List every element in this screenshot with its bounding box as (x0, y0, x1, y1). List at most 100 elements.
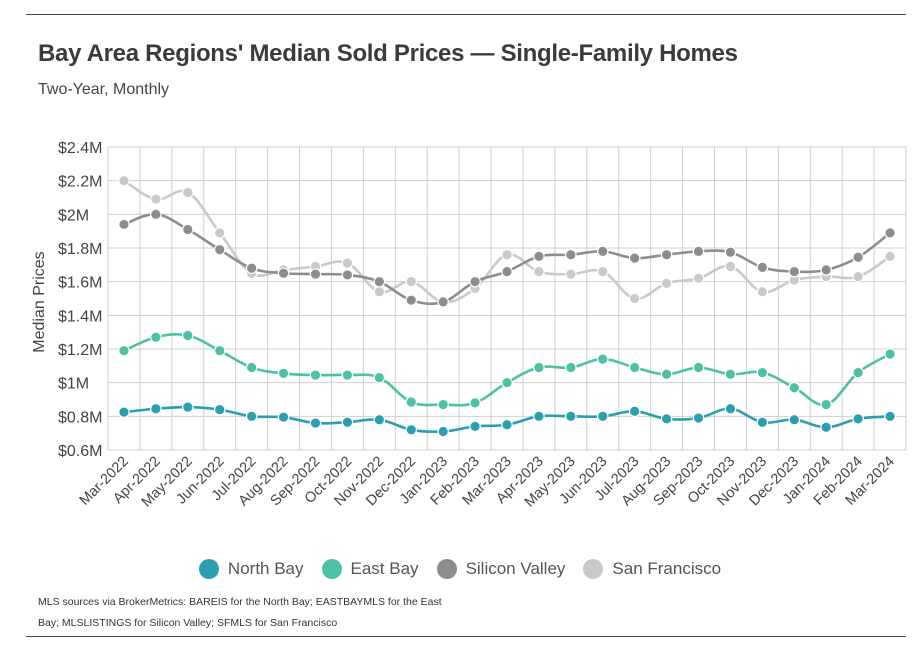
y-tick-label: $1.8M (58, 241, 102, 258)
legend-swatch (436, 559, 457, 579)
data-point-silicon-valley (692, 245, 705, 258)
data-point-san-francisco (341, 257, 354, 269)
data-point-east-bay (533, 361, 545, 374)
series (118, 174, 896, 438)
legend-label: Silicon Valley (465, 559, 566, 578)
data-point-east-bay (373, 371, 386, 384)
data-point-east-bay (118, 344, 130, 357)
series-east-bay (118, 329, 896, 411)
data-point-silicon-valley (213, 243, 226, 256)
data-point-silicon-valley (501, 265, 513, 278)
data-point-east-bay (341, 369, 354, 381)
data-point-east-bay (788, 381, 801, 394)
data-point-san-francisco (692, 272, 705, 285)
x-axis-ticks: Mar-2022Apr-2022May-2022Jun-2022Jul-2022… (77, 454, 898, 511)
bottom-rule (26, 636, 906, 637)
data-point-san-francisco (884, 250, 896, 263)
data-point-north-bay (150, 402, 162, 415)
data-point-north-bay (182, 401, 194, 413)
data-point-silicon-valley (405, 294, 418, 306)
data-point-east-bay (724, 368, 737, 381)
data-point-north-bay (820, 421, 832, 434)
legend-item-north-bay: North Bay (198, 559, 304, 579)
y-tick-label: $0.8M (58, 409, 102, 426)
chart-title: Bay Area Regions' Median Sold Prices — S… (38, 40, 738, 67)
data-point-silicon-valley (788, 265, 801, 278)
data-point-east-bay (660, 368, 673, 381)
data-point-east-bay (437, 398, 449, 411)
legend-label: San Francisco (612, 559, 722, 578)
data-point-north-bay (852, 413, 864, 425)
data-point-east-bay (628, 361, 641, 374)
data-point-silicon-valley (533, 250, 545, 263)
data-point-silicon-valley (150, 208, 162, 221)
data-point-east-bay (150, 331, 162, 344)
data-point-east-bay (596, 353, 609, 365)
top-rule (26, 14, 906, 15)
data-point-san-francisco (660, 277, 673, 290)
data-point-silicon-valley (820, 264, 832, 276)
data-point-north-bay (309, 417, 322, 429)
data-point-east-bay (309, 369, 322, 381)
data-point-san-francisco (213, 227, 226, 239)
data-point-san-francisco (150, 193, 162, 205)
data-point-silicon-valley (469, 275, 481, 288)
data-point-silicon-valley (565, 248, 577, 261)
data-point-north-bay (596, 410, 609, 423)
data-point-san-francisco (565, 268, 577, 280)
data-point-north-bay (277, 411, 290, 423)
data-point-san-francisco (756, 285, 769, 298)
series-silicon-valley (118, 208, 896, 308)
data-point-north-bay (118, 406, 130, 418)
data-point-silicon-valley (182, 223, 194, 236)
data-point-north-bay (533, 410, 545, 423)
y-tick-label: $0.6M (58, 443, 102, 460)
data-point-silicon-valley (309, 268, 322, 280)
data-point-north-bay (373, 413, 386, 426)
data-point-silicon-valley (884, 227, 896, 239)
data-point-north-bay (565, 410, 577, 423)
data-point-silicon-valley (724, 246, 737, 259)
data-point-silicon-valley (596, 245, 609, 258)
data-point-san-francisco (501, 248, 513, 261)
series-north-bay (118, 401, 896, 438)
data-point-north-bay (788, 413, 801, 426)
data-point-north-bay (501, 418, 513, 431)
data-point-san-francisco (405, 275, 418, 288)
data-point-north-bay (724, 402, 737, 415)
data-point-san-francisco (182, 186, 194, 199)
data-point-silicon-valley (852, 251, 864, 264)
series-line-san-francisco (123, 179, 891, 304)
data-point-silicon-valley (118, 218, 130, 231)
data-point-north-bay (660, 413, 673, 425)
data-point-east-bay (884, 348, 896, 360)
data-point-north-bay (245, 410, 258, 423)
data-point-east-bay (213, 344, 226, 357)
source-note: MLS sources via BrokerMetrics: BAREIS fo… (38, 596, 442, 629)
data-point-san-francisco (724, 260, 737, 273)
data-point-north-bay (341, 416, 354, 429)
data-point-north-bay (756, 416, 769, 429)
y-tick-label: $1.4M (58, 308, 102, 325)
data-point-san-francisco (533, 265, 545, 278)
data-point-east-bay (565, 361, 577, 374)
y-tick-label: $1.2M (58, 342, 102, 359)
legend: North Bay East Bay Silicon Valley San Franc… (0, 555, 920, 583)
data-point-north-bay (437, 425, 449, 438)
data-point-san-francisco (628, 292, 641, 305)
legend-swatch (321, 559, 342, 579)
legend-label: North Bay (227, 559, 304, 578)
data-point-san-francisco (852, 270, 864, 283)
data-point-san-francisco (118, 174, 130, 187)
data-point-east-bay (820, 398, 832, 411)
data-point-east-bay (277, 367, 290, 380)
series-line-east-bay (123, 332, 891, 407)
y-tick-label: $1M (58, 376, 89, 393)
data-point-silicon-valley (660, 248, 673, 261)
data-point-north-bay (405, 423, 418, 436)
data-point-silicon-valley (277, 267, 290, 280)
data-point-silicon-valley (373, 275, 386, 288)
legend-swatch (583, 559, 604, 579)
legend-swatch (198, 559, 219, 579)
